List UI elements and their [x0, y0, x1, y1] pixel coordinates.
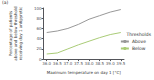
svg-text:0: 0 [39, 56, 42, 62]
svg-text:37.5: 37.5 [74, 61, 83, 66]
svg-text:38.0: 38.0 [85, 61, 94, 66]
svg-text:Thresholds: Thresholds [125, 32, 151, 37]
svg-text:100: 100 [34, 6, 42, 11]
svg-text:Above: Above [132, 39, 146, 44]
svg-text:Percentage of patients: Percentage of patients [8, 10, 13, 57]
svg-text:36.5: 36.5 [53, 61, 62, 66]
svg-text:37.0: 37.0 [63, 61, 72, 66]
svg-text:receiving day 1 antipyretic: receiving day 1 antipyretic [18, 7, 23, 61]
svg-text:38.5: 38.5 [95, 61, 104, 66]
svg-text:20: 20 [36, 46, 42, 51]
svg-text:36.0: 36.0 [42, 61, 51, 66]
svg-text:(a): (a) [2, 0, 9, 5]
svg-text:60: 60 [36, 26, 42, 31]
svg-text:Maximum temperature on day 1 [: Maximum temperature on day 1 [°C] [47, 70, 121, 75]
svg-text:above and below threshold: above and below threshold [13, 6, 18, 61]
svg-text:Below: Below [132, 46, 146, 51]
svg-text:39.0: 39.0 [106, 61, 115, 66]
svg-text:39.5: 39.5 [116, 61, 125, 66]
svg-text:40: 40 [36, 36, 42, 41]
svg-text:80: 80 [36, 16, 42, 21]
